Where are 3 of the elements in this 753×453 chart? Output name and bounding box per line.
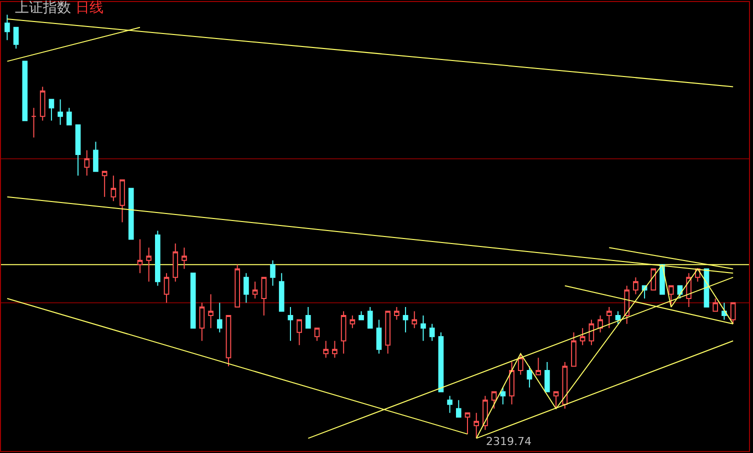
annotation: 2319.74 bbox=[486, 435, 532, 448]
chart-subtitle: 日线 bbox=[76, 0, 104, 16]
chart-title: 上证指数 bbox=[15, 0, 72, 16]
